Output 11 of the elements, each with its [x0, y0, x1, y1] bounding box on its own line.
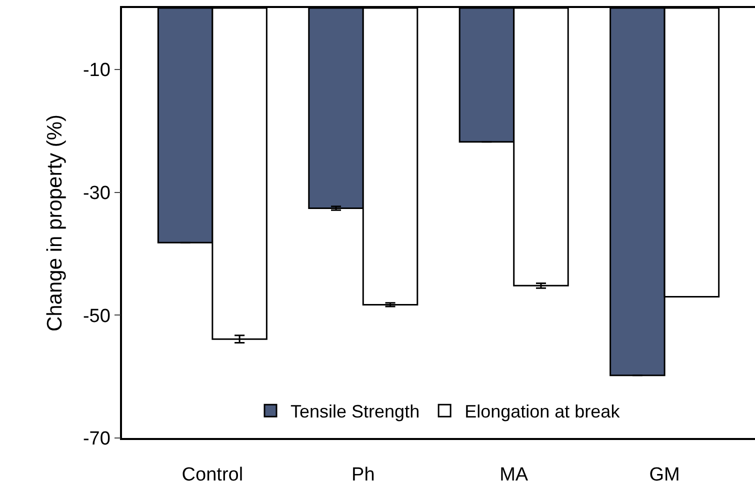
x-tick-label: Ph	[352, 464, 375, 486]
y-tick-label: -10	[82, 60, 110, 82]
y-tick-label: -50	[82, 306, 110, 327]
legend-label: Elongation at break	[464, 402, 621, 422]
y-tick-label: -30	[82, 182, 110, 204]
x-tick-label: GM	[649, 464, 680, 486]
x-tick-label: Control	[182, 464, 244, 486]
legend-label: Tensile Strength	[290, 402, 420, 422]
y-axis-title: Change in property (%)	[44, 114, 67, 332]
y-tick-label: -70	[82, 428, 110, 450]
x-tick-label: MA	[500, 464, 528, 486]
